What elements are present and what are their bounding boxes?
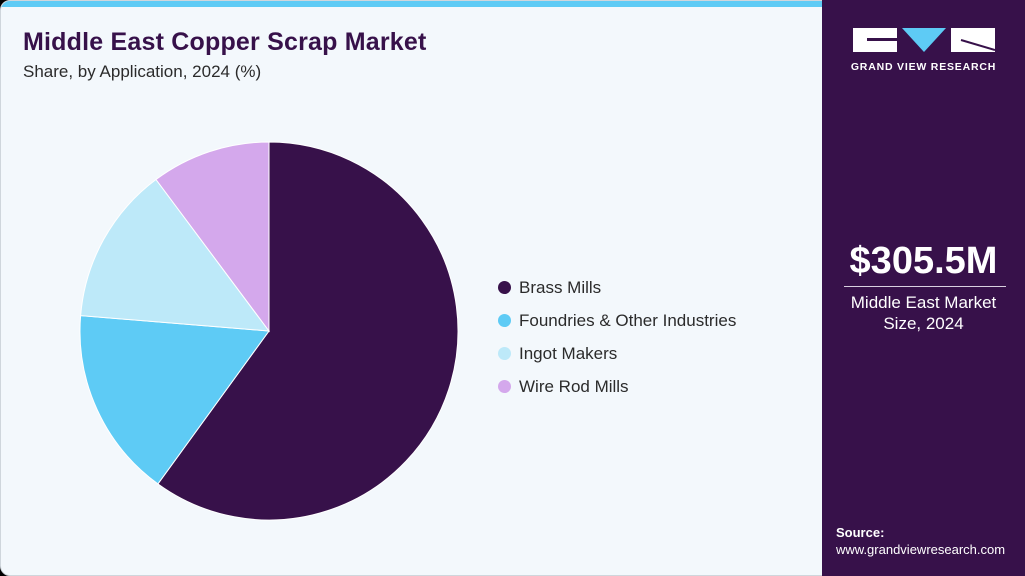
chart-title: Middle East Copper Scrap Market [23, 28, 427, 56]
legend-item: Brass Mills [498, 271, 736, 304]
market-size-label-line2: Size, 2024 [883, 314, 964, 333]
market-size-label: Middle East Market Size, 2024 [822, 292, 1025, 334]
pie-slice-wire-rod-mills [155, 141, 270, 333]
divider [844, 286, 1006, 287]
legend-label: Brass Mills [519, 277, 602, 297]
pie-chart [79, 141, 459, 521]
source-link[interactable]: www.grandviewresearch.com [836, 542, 1006, 557]
logo-text: GRAND VIEW RESEARCH [850, 61, 997, 73]
chart-legend: Brass Mills Foundries & Other Industries I… [498, 271, 736, 403]
legend-label: Wire Rod Mills [519, 376, 629, 396]
legend-item: Wire Rod Mills [498, 370, 736, 403]
legend-item: Foundries & Other Industries [498, 304, 736, 337]
legend-dot-icon [498, 347, 511, 360]
pie-slice-brass-mills [157, 141, 459, 521]
legend-label: Ingot Makers [519, 343, 618, 363]
market-size-value: $305.5M [849, 240, 998, 282]
legend-label: Foundries & Other Industries [519, 310, 737, 330]
pie-slice-foundries-other-industries [79, 315, 270, 485]
legend-dot-icon [498, 380, 511, 393]
legend-dot-icon [498, 314, 511, 327]
pie-slice-ingot-makers [80, 178, 271, 332]
chart-subtitle: Share, by Application, 2024 (%) [23, 62, 262, 81]
accent-bar [1, 1, 823, 7]
grand-view-research-logo-icon [853, 28, 995, 52]
legend-dot-icon [498, 281, 511, 294]
info-sidebar: GRAND VIEW RESEARCH $305.5M Middle East … [822, 0, 1025, 576]
legend-item: Ingot Makers [498, 337, 736, 370]
source-heading: Source: [836, 525, 885, 540]
market-size-label-line1: Middle East Market [850, 293, 997, 312]
